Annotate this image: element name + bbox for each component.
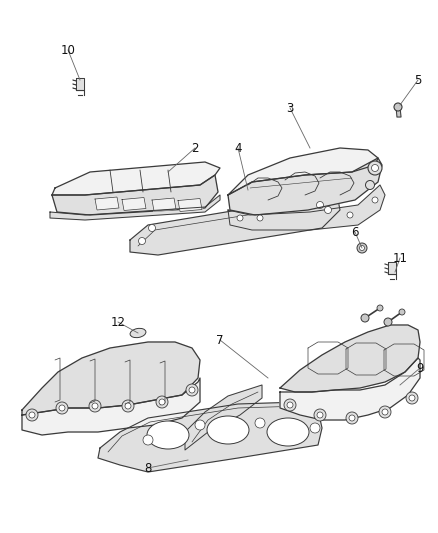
Ellipse shape (147, 421, 189, 449)
Circle shape (372, 197, 378, 203)
Text: 12: 12 (110, 316, 126, 328)
Circle shape (347, 212, 353, 218)
Circle shape (314, 409, 326, 421)
Polygon shape (52, 175, 218, 215)
Polygon shape (22, 378, 200, 435)
Circle shape (26, 409, 38, 421)
Circle shape (377, 305, 383, 311)
Ellipse shape (130, 328, 146, 337)
Text: 4: 4 (234, 141, 242, 155)
Circle shape (317, 412, 323, 418)
Circle shape (92, 403, 98, 409)
Polygon shape (388, 262, 396, 274)
Circle shape (195, 420, 205, 430)
Text: 6: 6 (351, 225, 359, 238)
Polygon shape (228, 185, 385, 230)
Circle shape (156, 396, 168, 408)
Circle shape (186, 384, 198, 396)
Circle shape (382, 409, 388, 415)
Circle shape (122, 400, 134, 412)
Circle shape (310, 423, 320, 433)
Circle shape (138, 238, 145, 245)
Polygon shape (280, 325, 420, 392)
Polygon shape (50, 195, 220, 220)
Polygon shape (76, 78, 84, 90)
Text: 7: 7 (216, 334, 224, 346)
Circle shape (317, 201, 324, 208)
Circle shape (346, 412, 358, 424)
Polygon shape (122, 198, 146, 211)
Polygon shape (396, 107, 401, 117)
Circle shape (371, 165, 378, 172)
Circle shape (237, 215, 243, 221)
Circle shape (56, 402, 68, 414)
Text: 10: 10 (60, 44, 75, 56)
Ellipse shape (207, 416, 249, 444)
Circle shape (159, 399, 165, 405)
Circle shape (368, 161, 382, 175)
Circle shape (287, 402, 293, 408)
Circle shape (325, 206, 332, 214)
Polygon shape (280, 358, 420, 420)
Circle shape (284, 399, 296, 411)
Text: 2: 2 (191, 141, 199, 155)
Polygon shape (178, 198, 202, 212)
Circle shape (59, 405, 65, 411)
Circle shape (406, 392, 418, 404)
Circle shape (409, 395, 415, 401)
Polygon shape (22, 342, 200, 415)
Polygon shape (95, 197, 119, 210)
Circle shape (29, 412, 35, 418)
Text: 11: 11 (392, 252, 407, 264)
Circle shape (361, 314, 369, 322)
Polygon shape (228, 158, 382, 215)
Text: 9: 9 (416, 361, 424, 375)
Circle shape (189, 387, 195, 393)
Polygon shape (98, 402, 322, 472)
Circle shape (379, 406, 391, 418)
Polygon shape (185, 385, 262, 450)
Polygon shape (152, 198, 176, 211)
Circle shape (365, 181, 374, 190)
Circle shape (257, 215, 263, 221)
Text: 5: 5 (414, 74, 422, 86)
Circle shape (349, 415, 355, 421)
Circle shape (357, 243, 367, 253)
Text: 3: 3 (286, 101, 294, 115)
Circle shape (125, 403, 131, 409)
Ellipse shape (267, 418, 309, 446)
Circle shape (89, 400, 101, 412)
Circle shape (255, 418, 265, 428)
Circle shape (143, 435, 153, 445)
Text: 8: 8 (144, 462, 152, 474)
Polygon shape (52, 162, 220, 195)
Polygon shape (228, 148, 378, 195)
Circle shape (394, 103, 402, 111)
Circle shape (360, 246, 364, 251)
Circle shape (384, 318, 392, 326)
Polygon shape (130, 198, 340, 255)
Circle shape (148, 224, 155, 231)
Circle shape (399, 309, 405, 315)
